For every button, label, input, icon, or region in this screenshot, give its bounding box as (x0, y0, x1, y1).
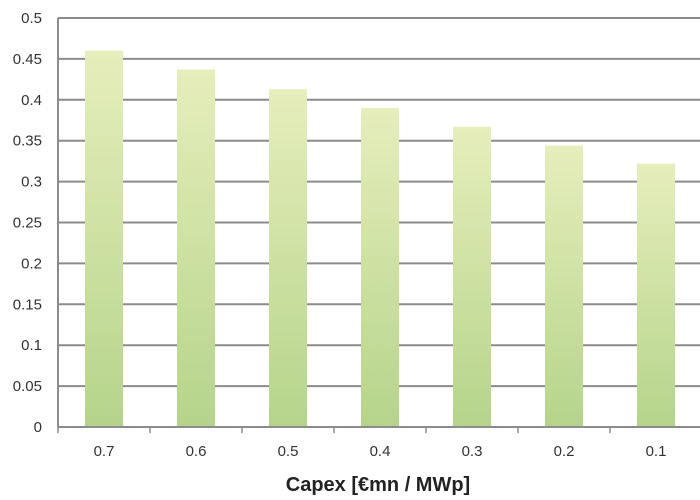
bars (85, 50, 675, 427)
x-tick-label: 0.1 (646, 443, 667, 460)
x-tick-label: 0.4 (370, 443, 391, 460)
y-tick-label: 0 (34, 419, 42, 436)
x-tick-label: 0.5 (278, 443, 299, 460)
bar (637, 163, 675, 427)
y-tick-label: 0.45 (13, 51, 42, 68)
bar (361, 107, 399, 427)
y-tick-labels: 0 0.05 0.1 0.15 0.2 0.25 0.3 0.35 0.4 0.45 0.5 (13, 10, 42, 436)
y-tick-label: 0.05 (13, 378, 42, 395)
axes (57, 18, 700, 433)
bar (269, 89, 307, 427)
y-tick-label: 0.1 (21, 337, 42, 354)
x-tick-label: 0.6 (186, 443, 207, 460)
y-tick-label: 0.25 (13, 215, 42, 232)
bar (177, 69, 215, 427)
bar (453, 126, 491, 427)
y-tick-label: 0.15 (13, 296, 42, 313)
x-tick-label: 0.3 (462, 443, 483, 460)
y-tick-label: 0.35 (13, 133, 42, 150)
y-tick-label: 0.5 (21, 10, 42, 27)
y-tick-label: 0.3 (21, 174, 42, 191)
bar (85, 50, 123, 427)
x-axis-title: Capex [€mn / MWp] (286, 474, 470, 496)
y-tick-label: 0.2 (21, 255, 42, 272)
bar (545, 145, 583, 427)
y-tick-label: 0.4 (21, 92, 42, 109)
x-tick-label: 0.2 (554, 443, 575, 460)
x-tick-label: 0.7 (94, 443, 115, 460)
x-tick-labels: 0.7 0.6 0.5 0.4 0.3 0.2 0.1 (94, 443, 667, 460)
